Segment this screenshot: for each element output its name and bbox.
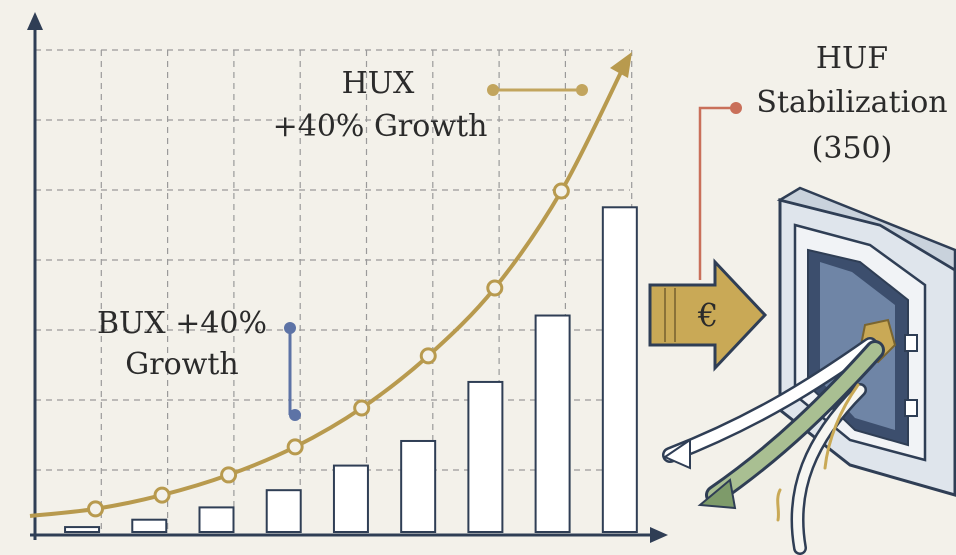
bar	[131, 518, 168, 534]
annotation: HUX	[342, 66, 415, 101]
euro-arrow: €	[648, 258, 768, 372]
line-point	[286, 438, 304, 456]
bars	[64, 206, 638, 534]
leader-dot	[576, 84, 588, 96]
annotation: +40% Growth	[273, 109, 488, 144]
leader-dot	[289, 409, 301, 421]
leader	[698, 106, 733, 280]
line-point	[552, 182, 570, 200]
bar	[332, 464, 369, 533]
line-point	[220, 466, 238, 484]
line-point	[353, 399, 371, 417]
annotation: Growth	[125, 347, 238, 382]
currency-label: €	[697, 297, 718, 335]
line-point	[419, 347, 437, 365]
bar	[198, 506, 235, 533]
bar	[467, 380, 504, 533]
bar	[400, 439, 437, 534]
line-point	[486, 279, 504, 297]
bar	[64, 526, 101, 534]
flows	[662, 337, 885, 555]
bar	[534, 314, 571, 533]
line-point	[87, 500, 104, 518]
bar	[601, 206, 638, 533]
growth-curve	[29, 65, 626, 518]
leader-dot	[487, 84, 499, 96]
annotation: BUX +40%	[97, 306, 267, 341]
bar	[265, 489, 302, 533]
leader-dot	[730, 102, 742, 114]
leader-dot	[284, 322, 296, 334]
annotation: HUF	[816, 41, 888, 76]
x-axis-arrow	[650, 527, 668, 543]
annotation: (350)	[812, 131, 893, 166]
line-point	[153, 486, 171, 504]
curve-arrow	[610, 52, 632, 78]
line-layer	[29, 52, 632, 518]
annotation: Stabilization	[756, 85, 947, 120]
y-axis-arrow	[27, 12, 43, 30]
